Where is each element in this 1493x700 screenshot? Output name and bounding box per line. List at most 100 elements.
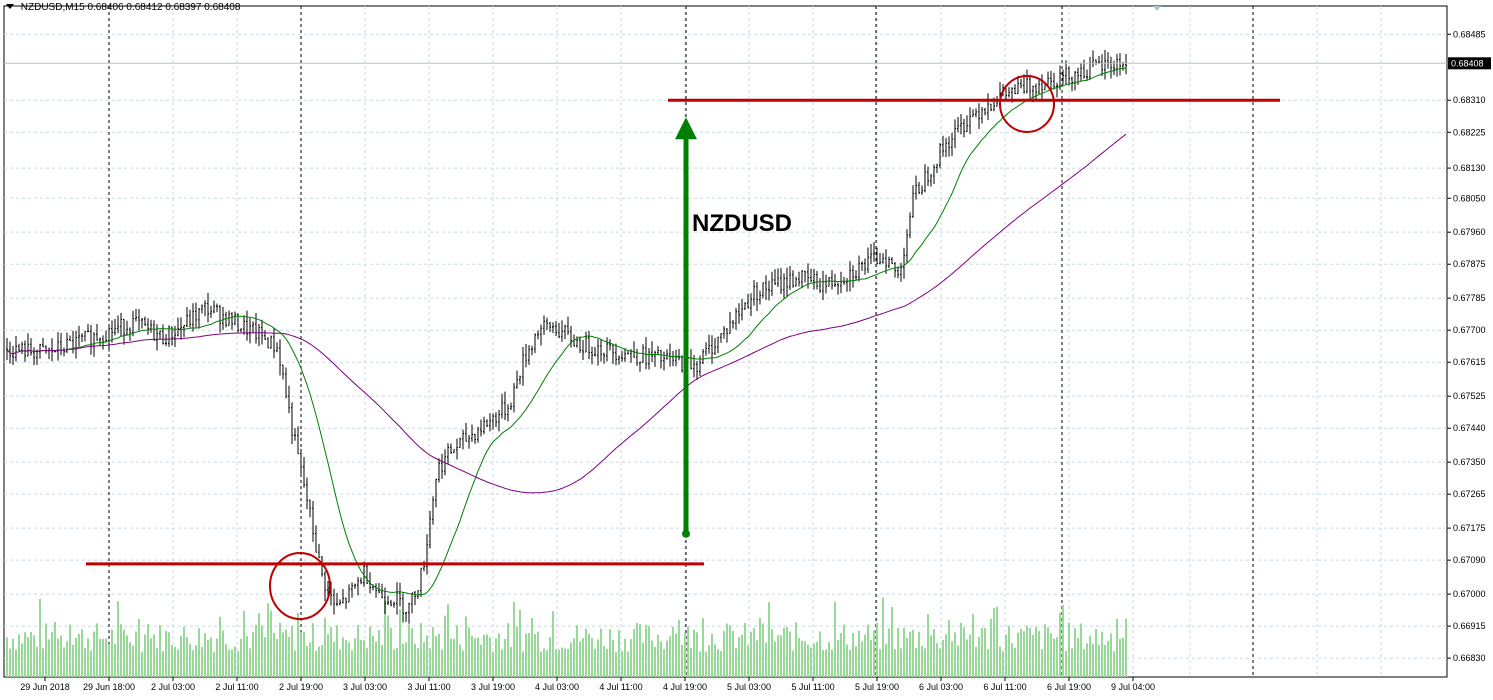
volume-bar	[39, 598, 41, 677]
volume-bar	[678, 619, 680, 677]
volume-bar	[378, 630, 380, 677]
price-tick-label: 0.67875	[1453, 259, 1486, 269]
arrow-up-icon[interactable]	[675, 117, 697, 140]
volume-bar	[138, 618, 140, 677]
volume-bar	[789, 631, 791, 677]
volume-bar	[519, 609, 521, 677]
volume-bar	[564, 648, 566, 677]
volume-bar	[33, 635, 35, 677]
volume-bar	[489, 637, 491, 677]
volume-bar	[534, 634, 536, 677]
dropdown-triangle-icon[interactable]	[6, 4, 14, 9]
chart-shift-icon[interactable]	[1153, 6, 1161, 11]
volume-bar	[462, 650, 464, 677]
volume-bar	[594, 648, 596, 677]
volume-bar	[270, 610, 272, 677]
volume-bar	[1125, 618, 1127, 677]
volume-bar	[726, 623, 728, 677]
volume-bar	[855, 646, 857, 677]
volume-bar	[111, 629, 113, 677]
volume-bar	[1086, 643, 1088, 677]
volume-bar	[807, 644, 809, 677]
volume-bar	[615, 651, 617, 677]
time-tick-label: 4 Jul 03:00	[535, 682, 579, 692]
volume-bar	[774, 641, 776, 677]
price-tick-label: 0.68130	[1453, 163, 1486, 173]
plot-frame	[3, 5, 1448, 678]
volume-bar	[1080, 623, 1082, 677]
volume-bar	[696, 632, 698, 677]
volume-bar	[54, 621, 56, 677]
volume-bar	[222, 630, 224, 677]
volume-bar	[912, 630, 914, 677]
volume-bar	[180, 635, 182, 677]
volume-bar	[78, 633, 80, 677]
volume-bar	[810, 647, 812, 677]
time-tick-label: 5 Jul 11:00	[791, 682, 834, 692]
volume-bar	[1113, 651, 1115, 677]
volume-bar	[183, 626, 185, 677]
volume-bar	[510, 646, 512, 677]
volume-bar	[573, 638, 575, 677]
volume-bar	[6, 637, 8, 677]
volume-bar	[786, 626, 788, 677]
volume-bar	[474, 638, 476, 677]
volume-bar	[498, 633, 500, 677]
volume-bar	[27, 637, 29, 677]
volume-bar	[1089, 635, 1091, 677]
volume-bar	[330, 627, 332, 677]
volume-bar	[186, 637, 188, 677]
volume-bar	[57, 638, 59, 677]
volume-bar	[918, 631, 920, 677]
volume-bar	[327, 634, 329, 677]
volume-bar	[627, 651, 629, 677]
volume-bar	[426, 635, 428, 677]
volume-bar	[1083, 649, 1085, 677]
volume-bar	[543, 648, 545, 677]
volume-bar	[483, 634, 485, 677]
volume-bar	[387, 615, 389, 677]
time-tick-label: 29 Jun 2018	[20, 682, 70, 692]
volume-bar	[162, 651, 164, 677]
volume-bar	[909, 631, 911, 677]
purple-moving-average	[6, 133, 1127, 494]
volume-bar	[1032, 635, 1034, 677]
volume-bar	[936, 643, 938, 677]
volume-bar	[531, 618, 533, 677]
volume-bar	[861, 641, 863, 677]
volume-bar	[231, 649, 233, 677]
price-tick-label: 0.67700	[1453, 325, 1486, 335]
volume-bar	[123, 629, 125, 677]
volume-bar	[273, 632, 275, 677]
volume-bar	[843, 624, 845, 677]
time-tick-label: 2 Jul 03:00	[151, 682, 195, 692]
volume-bar	[849, 650, 851, 677]
volume-bar	[450, 638, 452, 677]
volume-bar	[723, 630, 725, 677]
volume-bar	[234, 646, 236, 677]
volume-bar	[873, 630, 875, 677]
volume-bar	[1044, 624, 1046, 677]
volume-bar	[1077, 637, 1079, 677]
volume-bar	[972, 614, 974, 677]
volume-bar	[840, 633, 842, 677]
arrow-anchor-dot[interactable]	[682, 529, 690, 538]
volume-bar	[759, 617, 761, 677]
volume-bar	[1104, 644, 1106, 677]
volume-bar	[546, 650, 548, 677]
volume-bar	[324, 617, 326, 677]
volume-bar	[306, 645, 308, 677]
volume-bar	[777, 635, 779, 677]
time-tick-label: 3 Jul 11:00	[407, 682, 450, 692]
volume-bar	[624, 638, 626, 677]
volume-bar	[708, 645, 710, 677]
circle-marker-low[interactable]	[269, 552, 331, 620]
volume-bar	[1122, 637, 1124, 677]
instrument-annotation: NZDUSD	[692, 210, 792, 237]
circle-marker-high[interactable]	[999, 75, 1055, 133]
current-price-label: 0.68408	[1451, 58, 1484, 68]
time-tick-label: 9 Jul 04:00	[1111, 682, 1155, 692]
volume-bar	[795, 622, 797, 677]
